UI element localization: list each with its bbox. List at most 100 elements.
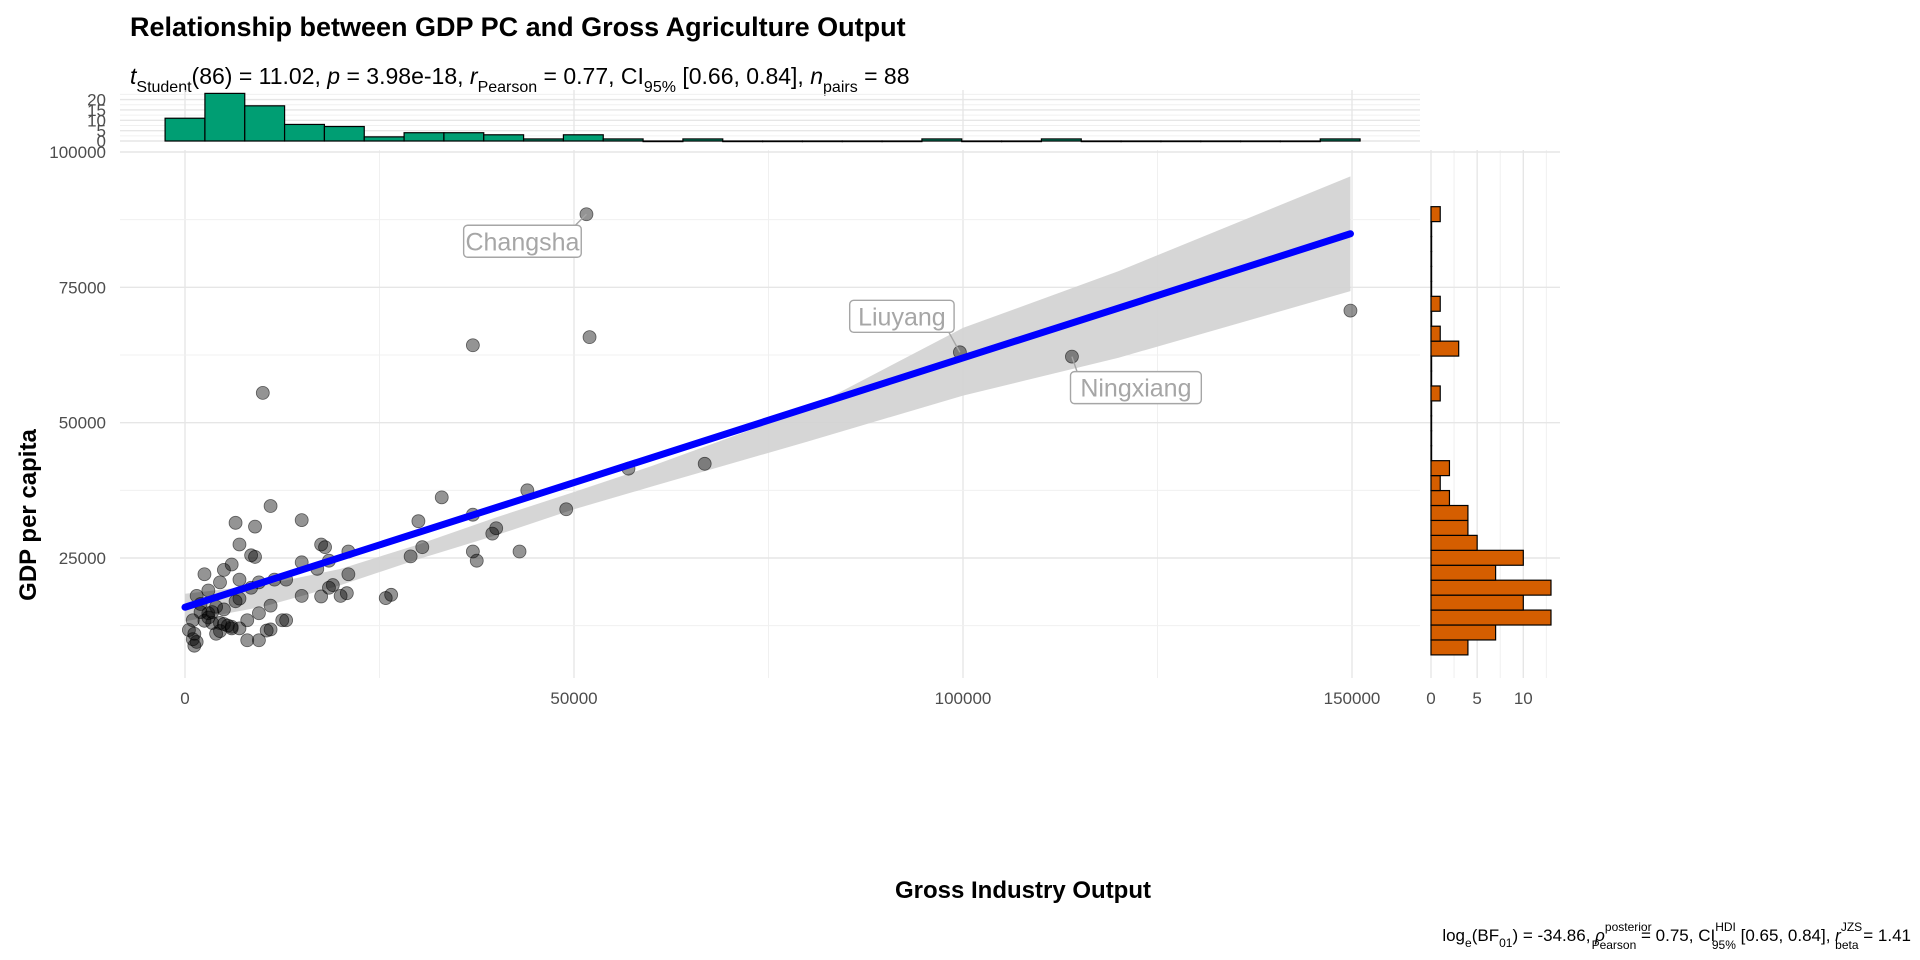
data-point [279,613,294,628]
data-point [232,572,247,587]
y-histogram-count-ticks: 0 5 10 [1426,689,1532,708]
y-tick-label: 100000 [49,143,106,162]
data-point [193,605,208,620]
label-box [848,299,955,333]
top-histogram-grid [120,90,1420,142]
y-histogram-bar [1430,355,1433,372]
data-point [209,626,224,641]
x-histogram-bar [443,132,485,142]
data-point [322,580,336,595]
data-point [294,588,309,603]
data-point [224,621,239,636]
x-tick-label: 100000 [935,689,992,708]
city-label: Ningxiang [1080,375,1191,403]
y-tick-label: 25000 [59,549,106,568]
data-point [697,456,712,471]
data-point [263,598,278,613]
x-histogram-tick: 0 [97,132,106,151]
data-point [259,623,274,638]
x-histogram-bar [1160,140,1202,143]
y-histogram-bar [1430,235,1433,253]
x-histogram-bar [602,138,644,142]
bayes-caption: loge(BF01) = -34.86, ρposterior Pearson =… [1442,920,1911,952]
y-histogram-bar [1430,310,1433,327]
data-point [252,633,266,648]
data-point [294,513,309,528]
data-point [248,550,262,564]
x-tick-label: 150000 [1324,689,1381,708]
x-histogram-bar [562,134,604,142]
x-histogram-bar [1239,140,1282,143]
data-point [228,594,243,609]
y-histogram-bar [1430,564,1497,581]
x-histogram-bar [1319,138,1361,142]
label-connector [1071,356,1078,372]
y-histogram-bar [1430,445,1433,462]
y-tick-label: 75000 [59,278,106,297]
x-histogram-bar [722,140,764,143]
x-histogram-bar [1279,140,1321,143]
data-point [232,621,247,636]
x-histogram-bar [283,123,326,142]
y-histogram-bar [1430,250,1433,268]
x-tick-label: 0 [180,689,189,708]
y-histogram-bar [1430,280,1433,297]
x-axis-title: Gross Industry Output [895,877,1151,904]
y-histogram-bar [1430,594,1524,611]
x-histogram-bar [1080,140,1122,143]
x-histogram-bar [204,92,246,142]
city-label: Liuyang [858,303,946,331]
x-marginal-histogram [164,92,1361,143]
x-histogram-bar [841,140,883,143]
data-point [197,567,212,582]
y-histogram-tick: 5 [1472,689,1481,708]
data-point [263,499,278,513]
x-axis-ticks: 0 50000 100000 150000 [180,689,1380,708]
data-point [213,575,227,590]
city-label: Changsha [465,228,579,256]
y-marginal-histogram [1430,206,1552,656]
x-histogram-bar [1200,140,1242,143]
data-point [224,557,239,572]
data-point [314,589,329,604]
y-histogram-bar [1430,400,1433,417]
x-histogram-bar [881,140,923,143]
y-histogram-bar [1430,489,1451,507]
y-histogram-bar [1430,325,1441,342]
data-point [415,540,430,555]
y-histogram-bar [1430,340,1460,357]
data-point [252,606,266,621]
x-histogram-bar [1000,140,1043,143]
y-histogram-bar [1430,415,1433,432]
data-point [240,633,255,648]
y-histogram-tick: 10 [1514,689,1533,708]
x-histogram-tick: 10 [87,111,106,130]
x-tick-label: 50000 [550,689,597,708]
label-box [1069,370,1203,405]
y-histogram-bar [1430,579,1552,596]
data-point [232,537,247,552]
data-point [1343,303,1358,318]
data-point [469,553,484,568]
label-connector [948,331,961,353]
y-histogram-bar [1430,295,1441,312]
data-point [411,514,426,529]
y-histogram-bar [1430,624,1497,641]
x-histogram-bar [1120,140,1162,143]
y-histogram-tick: 0 [1426,689,1435,708]
data-point [314,537,329,552]
data-point [255,385,270,400]
data-point [403,549,418,564]
data-point [465,338,480,353]
chart-title: Relationship between GDP PC and Gross Ag… [130,12,906,42]
y-histogram-bar [1430,206,1441,223]
y-histogram-bar [1430,221,1433,238]
y-axis-title: GDP per capita [15,429,42,601]
x-histogram-bar [323,125,365,142]
data-point [489,521,504,536]
x-histogram-bar [961,140,1003,143]
y-histogram-bar [1430,370,1433,387]
y-histogram-bar [1430,549,1524,566]
